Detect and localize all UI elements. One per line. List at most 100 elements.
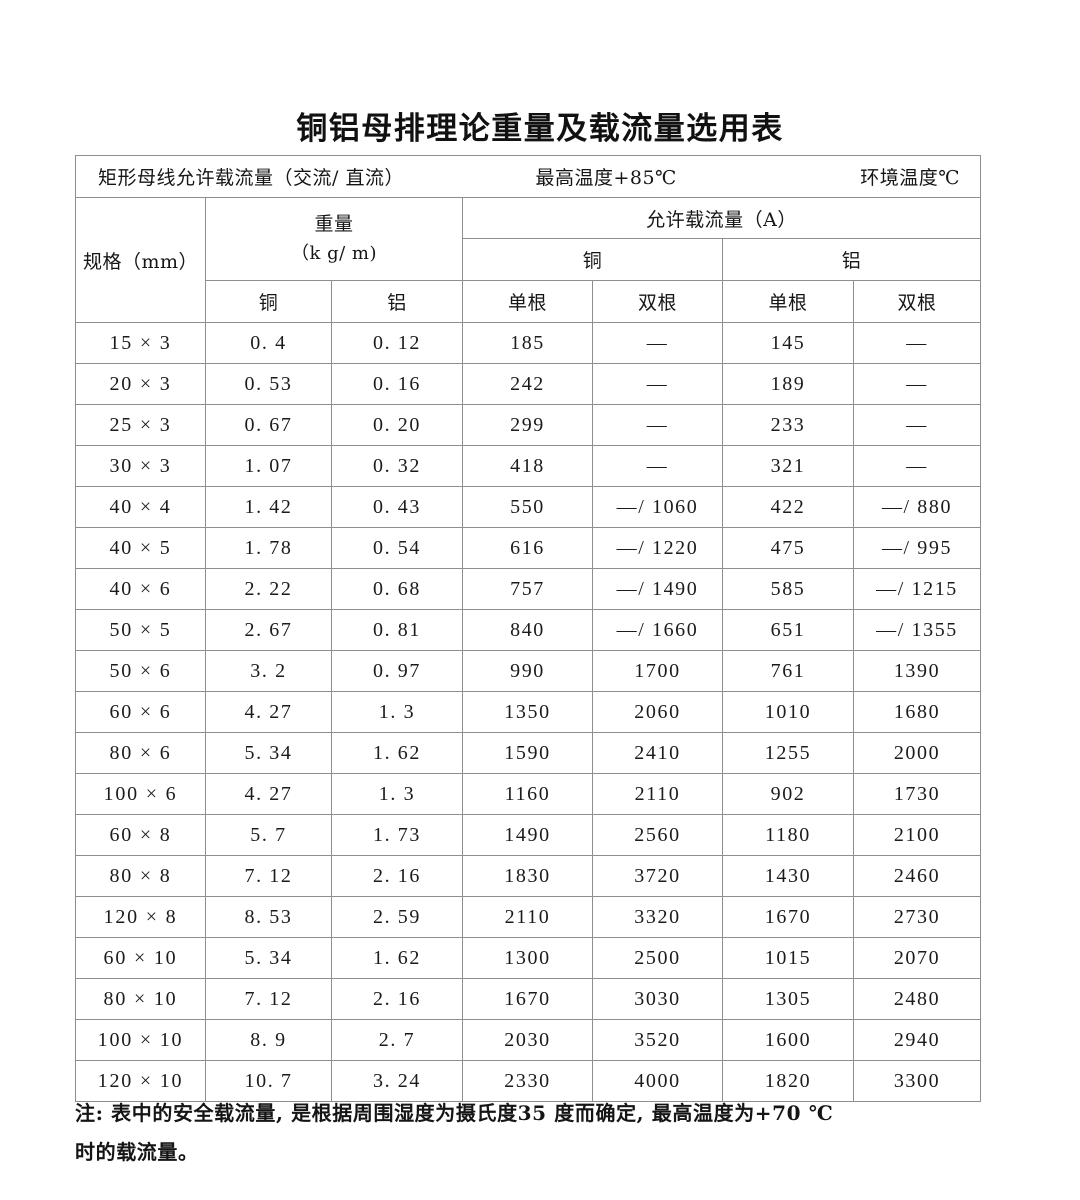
cell-weight-aluminum: 0. 32 [331,445,463,487]
cell-specification: 40 × 6 [75,568,206,610]
cell-copper-single: 550 [462,486,593,528]
banner-text-left: 矩形母线允许载流量（交流/ 直流） [98,167,404,189]
cell-copper-single: 1160 [462,773,593,815]
cell-aluminum-single: 1670 [722,896,854,938]
cell-aluminum-double: — [852,363,982,405]
header-weight: 重量 （k g/ m) [205,197,463,281]
cell-weight-copper: 8. 53 [205,896,332,938]
cell-copper-double: —/ 1490 [592,568,723,610]
header-weight-line2: （k g/ m) [290,242,378,264]
cell-copper-double: — [592,445,723,487]
cell-weight-copper: 1. 42 [205,486,332,528]
table-row: 25 × 3 0. 67 0. 20 299—233— [75,404,982,446]
cell-weight-copper: 2. 67 [205,609,332,651]
cell-weight-aluminum: 1. 73 [331,814,463,856]
cell-aluminum-single: 761 [722,650,854,692]
cell-aluminum-double: — [852,322,982,364]
cell-aluminum-single: 422 [722,486,854,528]
cell-aluminum-double: — [852,404,982,446]
cell-weight-aluminum: 1. 62 [331,732,463,774]
cell-aluminum-single: 1180 [722,814,854,856]
cell-aluminum-double: 2000 [852,732,982,774]
cell-copper-single: 1490 [462,814,593,856]
cell-weight-aluminum: 1. 3 [331,773,463,815]
cell-weight-copper: 8. 9 [205,1019,332,1061]
table-row: 80 × 8 7. 12 2. 16 1830 3720 1430 2460 [75,855,982,897]
table-row: 40 × 5 1. 78 0. 54 616 —/ 1220 475 —/ 995 [75,527,982,569]
cell-weight-copper: 7. 12 [205,978,332,1020]
cell-specification: 50 × 6 [75,650,206,692]
cell-copper-double: —/ 1660 [592,609,723,651]
cell-specification: 60 × 8 [75,814,206,856]
cell-aluminum-single: 1600 [722,1019,854,1061]
cell-weight-aluminum: 2. 16 [331,978,463,1020]
cell-copper-double: — [592,322,723,364]
header-copper-single: 单根 [462,280,593,323]
cell-aluminum-double: 1730 [852,773,982,815]
cell-weight-copper: 7. 12 [205,855,332,897]
banner-text-right: 环境温度℃ [860,167,961,189]
cell-copper-single: 616 [462,527,593,569]
cell-aluminum-single: 189 [722,363,854,405]
cell-copper-single: 990 [462,650,593,692]
cell-weight-copper: 0. 53 [205,363,332,405]
cell-weight-aluminum: 0. 43 [331,486,463,528]
table-row: 15 × 3 0. 4 0. 12 185—145— [75,322,982,364]
banner-text-middle: 最高温度+85℃ [535,167,677,189]
cell-weight-aluminum: 0. 81 [331,609,463,651]
cell-aluminum-double: 2460 [852,855,982,897]
cell-weight-aluminum: 0. 54 [331,527,463,569]
cell-copper-double: 2110 [592,773,723,815]
cell-aluminum-single: 1010 [722,691,854,733]
cell-weight-copper: 3. 2 [205,650,332,692]
header-ampacity: 允许载流量（A） [461,197,982,239]
cell-aluminum-single: 585 [722,568,854,610]
cell-copper-double: 3320 [592,896,723,938]
cell-weight-aluminum: 1. 62 [331,937,463,979]
cell-copper-double: 1700 [592,650,723,692]
cell-copper-single: 2110 [462,896,593,938]
cell-copper-single: 1830 [462,855,593,897]
header-aluminum-double: 双根 [852,280,982,323]
cell-weight-aluminum: 0. 20 [331,404,463,446]
cell-specification: 20 × 3 [75,363,206,405]
header-ampacity-aluminum: 铝 [721,238,982,281]
cell-aluminum-single: 1430 [722,855,854,897]
cell-aluminum-single: 1305 [722,978,854,1020]
table-body: 15 × 3 0. 4 0. 12 185—145—20 × 3 0. 53 0. 16 2… [75,322,982,1102]
cell-aluminum-double: —/ 995 [852,527,982,569]
cell-aluminum-double: 2480 [852,978,982,1020]
cell-specification: 25 × 3 [75,404,206,446]
table-row: 120 × 10 10. 7 3. 24 2330 4000 1820 3300 [75,1060,982,1102]
header-row-group-2: 铜 铝 [76,238,982,281]
cell-specification: 60 × 6 [75,691,206,733]
table-row: 60 × 8 5. 7 1. 73 1490 2560 1180 2100 [75,814,982,856]
cell-weight-copper: 1. 78 [205,527,332,569]
cell-specification: 80 × 10 [75,978,206,1020]
cell-copper-double: 3030 [592,978,723,1020]
cell-copper-single: 2030 [462,1019,593,1061]
table-row: 100 × 6 4. 27 1. 3 1160 2110 902 1730 [75,773,982,815]
cell-aluminum-double: — [852,445,982,487]
table-row: 40 × 4 1. 42 0. 43 550 —/ 1060 422 —/ 880 [75,486,982,528]
cell-weight-aluminum: 0. 16 [331,363,463,405]
table-row: 100 × 10 8. 9 2. 7 2030 3520 1600 2940 [75,1019,982,1061]
cell-specification: 40 × 4 [75,486,206,528]
cell-weight-aluminum: 0. 12 [331,322,463,364]
cell-specification: 40 × 5 [75,527,206,569]
cell-aluminum-double: 2730 [852,896,982,938]
table-row: 60 × 10 5. 34 1. 62 1300 2500 1015 2070 [75,937,982,979]
cell-aluminum-double: 1680 [852,691,982,733]
cell-weight-copper: 4. 27 [205,691,332,733]
header-weight-aluminum: 铝 [331,280,463,323]
cell-copper-single: 1300 [462,937,593,979]
cell-aluminum-double: —/ 880 [852,486,982,528]
cell-aluminum-double: 1390 [852,650,982,692]
cell-copper-double: 4000 [592,1060,723,1102]
cell-specification: 80 × 6 [75,732,206,774]
table-row: 50 × 5 2. 67 0. 81 840 —/ 1660 651 —/ 1355 [75,609,982,651]
cell-weight-aluminum: 2. 16 [331,855,463,897]
cell-copper-single: 185 [462,322,593,364]
cell-copper-single: 299 [462,404,593,446]
cell-aluminum-single: 233 [722,404,854,446]
